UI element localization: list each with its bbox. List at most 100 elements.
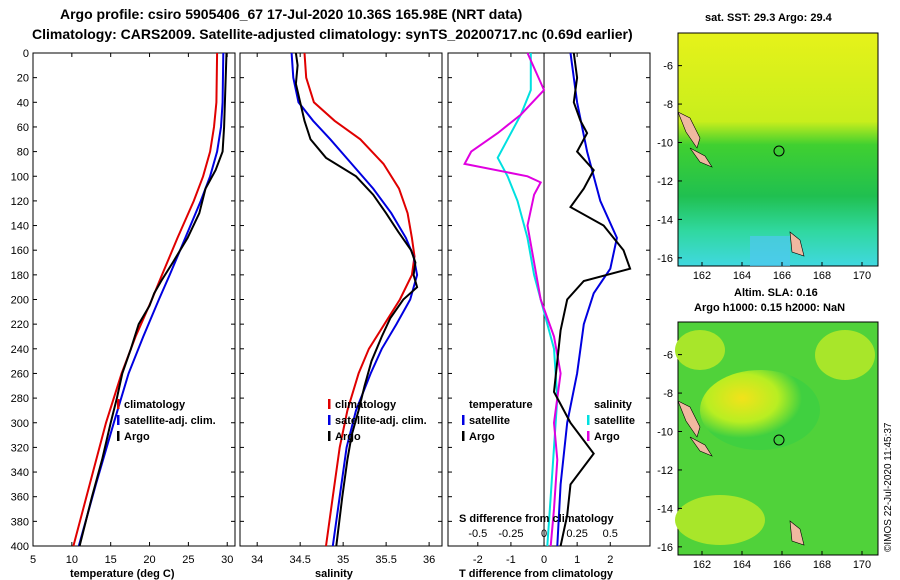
legend-argo: Argo — [124, 431, 150, 443]
x2-tick-label: 0 — [541, 528, 547, 540]
coastline-shape — [677, 111, 701, 149]
series-s-argo — [552, 52, 632, 547]
coastline-shape — [677, 400, 701, 438]
x2-tick-label: 0.25 — [566, 528, 587, 540]
sla-map-title-2: Argo h1000: 0.15 h2000: NaN — [694, 302, 846, 314]
sla-high-patch — [675, 495, 765, 545]
title-line-1: Argo profile: csiro 5905406_67 17-Jul-20… — [60, 6, 523, 22]
y-tick-label: 280 — [11, 393, 29, 405]
y-tick-label: 260 — [11, 368, 29, 380]
map-y-tick-label: -12 — [657, 465, 673, 477]
map-y-tick-label: -10 — [657, 138, 673, 150]
x-tick-label: 34 — [251, 554, 263, 566]
map-y-tick-label: -14 — [657, 214, 673, 226]
legend-swatch-argo — [117, 431, 120, 441]
difference-legend: temperature satellite Argo salinity sate… — [462, 399, 635, 443]
map-y-tick-label: -10 — [657, 427, 673, 439]
legend-s-satellite: satellite — [594, 415, 635, 427]
x2-tick-label: -0.5 — [468, 528, 487, 540]
coastline-shape — [789, 520, 805, 546]
x-tick-label: 1 — [574, 554, 580, 566]
legend-climatology: climatology — [335, 399, 397, 411]
map-x-tick-label: 166 — [773, 270, 791, 282]
x-tick-label: 0 — [541, 554, 547, 566]
y-tick-label: 380 — [11, 516, 29, 528]
difference-x2label: S difference from climatology — [459, 513, 615, 525]
map-y-tick-label: -6 — [663, 61, 673, 73]
difference-xlabel: T difference from climatology — [459, 568, 614, 580]
x-tick-label: 2 — [607, 554, 613, 566]
x-tick-label: -1 — [506, 554, 516, 566]
x-tick-label: 25 — [182, 554, 194, 566]
sst-map-title: sat. SST: 29.3 Argo: 29.4 — [705, 12, 832, 24]
sla-high-patch — [815, 330, 875, 380]
sst-field — [677, 32, 879, 267]
x2-tick-label: 0.5 — [603, 528, 618, 540]
temperature-axes — [32, 52, 236, 547]
y-tick-label: 320 — [11, 442, 29, 454]
y-tick-label: 340 — [11, 467, 29, 479]
legend-satellite: satellite-adj. clim. — [124, 415, 216, 427]
legend-temperature-title: temperature — [469, 399, 533, 411]
legend-swatch-satellite — [328, 415, 331, 425]
x-tick-label: 5 — [30, 554, 36, 566]
legend-satellite: satellite-adj. clim. — [335, 415, 427, 427]
argo-position-marker — [773, 434, 785, 446]
y-tick-label: 300 — [11, 418, 29, 430]
sst-map: 162 164 166 168 170 -6 -8 -10 -12 -14 -16 — [657, 32, 879, 282]
y-tick-label: 200 — [11, 295, 29, 307]
legend-swatch-t-satellite — [462, 415, 465, 425]
x2-tick-label: -0.25 — [498, 528, 523, 540]
map-x-tick-label: 170 — [853, 559, 871, 571]
y-tick-label: 160 — [11, 245, 29, 257]
y-tick-label: 400 — [11, 541, 29, 553]
sla-map: 162 164 166 168 170 -6 -8 -10 -12 -14 -16 — [657, 321, 879, 571]
salinity-axes — [239, 52, 443, 547]
map-x-tick-label: 164 — [733, 270, 751, 282]
map-y-tick-label: -6 — [663, 350, 673, 362]
y-tick-label: 20 — [17, 73, 29, 85]
map-y-tick-label: -12 — [657, 176, 673, 188]
map-x-tick-label: 170 — [853, 270, 871, 282]
legend-swatch-climatology — [328, 399, 331, 409]
legend-swatch-argo — [328, 431, 331, 441]
map-x-tick-label: 164 — [733, 559, 751, 571]
series-argo — [294, 52, 419, 547]
map-x-tick-label: 162 — [693, 270, 711, 282]
difference-panel: -2 -1 0 1 2 T difference from climatology S … — [447, 52, 651, 580]
y-tick-label: 100 — [11, 171, 29, 183]
temperature-panel: 0 20 40 60 80 100 120 140 160 180 200 220 240 260 280 3… — [11, 48, 236, 580]
temperature-legend: climatology satellite-adj. clim. Argo — [117, 399, 216, 443]
sla-high-patch — [700, 370, 820, 450]
title-line-2: Climatology: CARS2009. Satellite-adjuste… — [32, 26, 633, 42]
x-tick-label: 35.5 — [375, 554, 396, 566]
legend-swatch-s-argo — [587, 431, 590, 441]
series-t-argo — [463, 52, 562, 547]
sst-cold-patch — [750, 236, 790, 266]
y-tick-label: 40 — [17, 97, 29, 109]
coastline-shape — [789, 231, 805, 257]
legend-s-argo: Argo — [594, 431, 620, 443]
map-y-tick-label: -14 — [657, 503, 673, 515]
x-tick-label: 30 — [221, 554, 233, 566]
x-tick-label: 36 — [423, 554, 435, 566]
coastline-shape — [689, 147, 713, 168]
series-argo — [78, 52, 228, 547]
legend-t-argo: Argo — [469, 431, 495, 443]
map-y-tick-label: -8 — [663, 388, 673, 400]
y-tick-label: 80 — [17, 147, 29, 159]
y-tick-label: 220 — [11, 319, 29, 331]
difference-axes — [447, 52, 651, 547]
legend-swatch-s-satellite — [587, 415, 590, 425]
sla-high-patch — [675, 330, 725, 370]
legend-salinity-title: salinity — [594, 399, 633, 411]
map-y-tick-label: -16 — [657, 253, 673, 265]
temperature-xlabel: temperature (deg C) — [70, 568, 175, 580]
map-y-tick-label: -8 — [663, 99, 673, 111]
argo-position-marker — [773, 145, 785, 157]
x-tick-label: 35 — [337, 554, 349, 566]
sla-map-title-1: Altim. SLA: 0.16 — [734, 287, 818, 299]
legend-t-satellite: satellite — [469, 415, 510, 427]
y-tick-label: 360 — [11, 492, 29, 504]
